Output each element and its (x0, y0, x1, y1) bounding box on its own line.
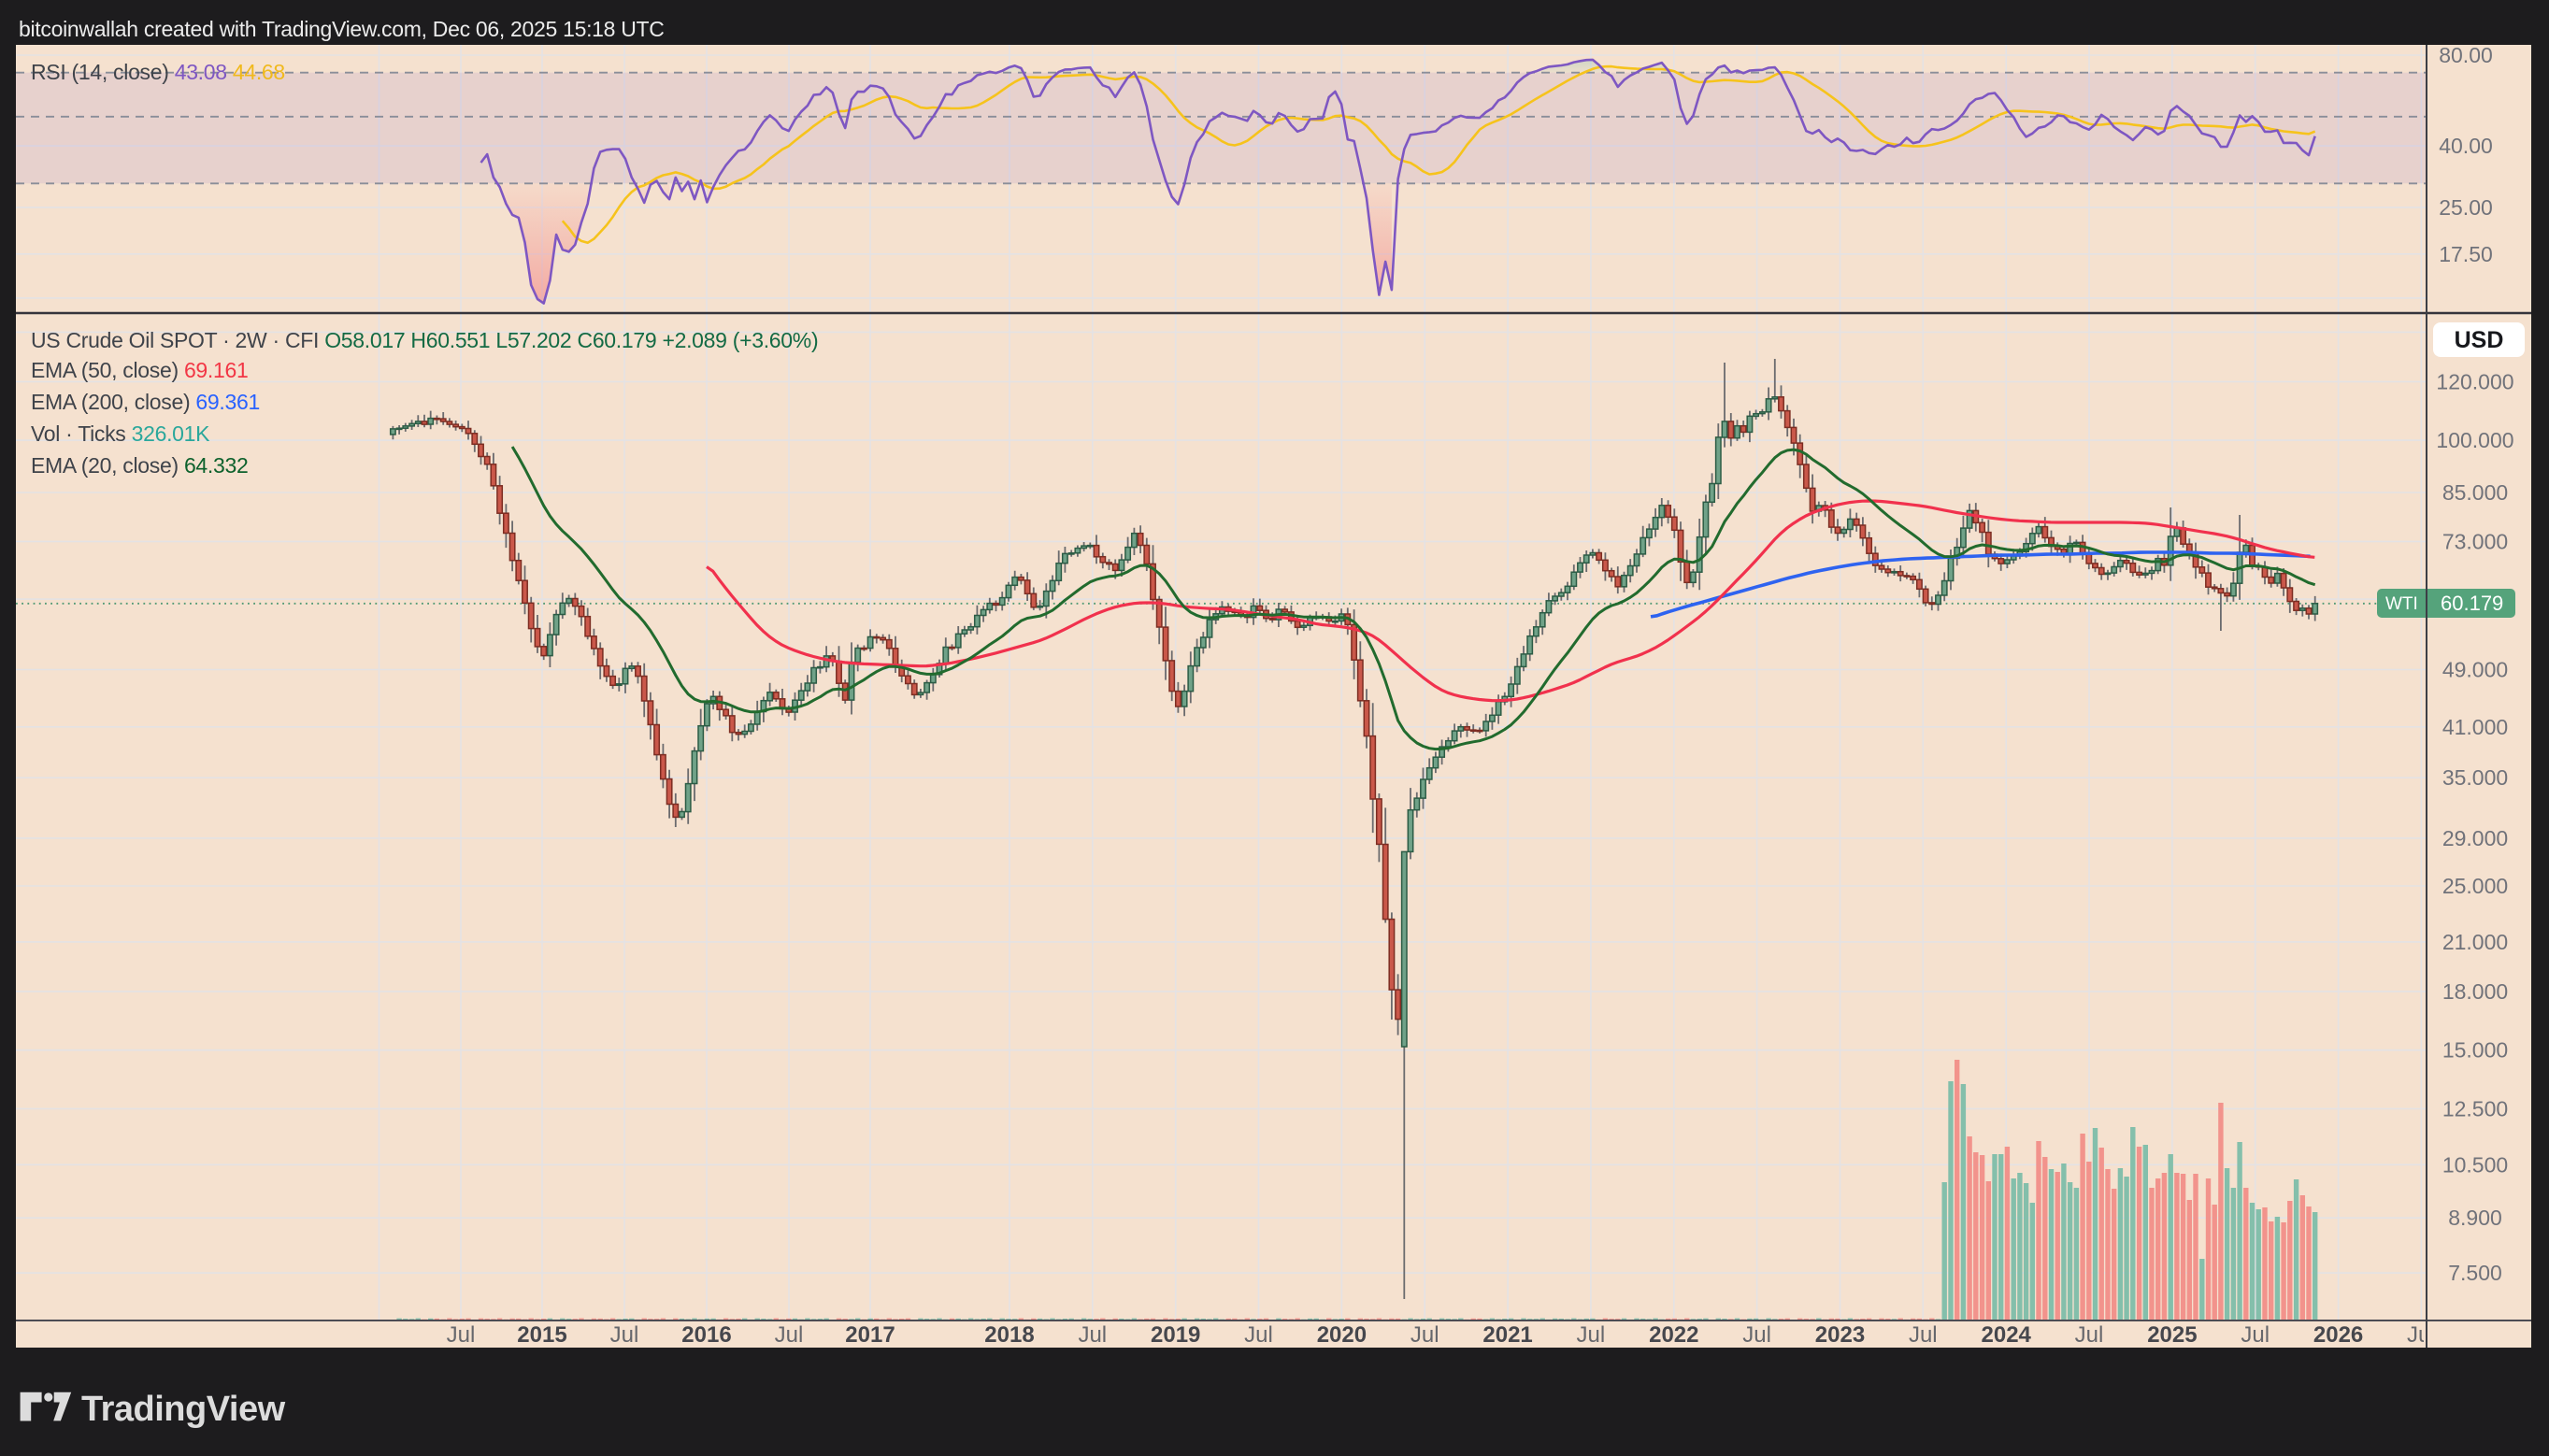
svg-text:2024: 2024 (1982, 1322, 2032, 1348)
svg-text:21.000: 21.000 (2442, 930, 2508, 954)
svg-text:2015: 2015 (517, 1322, 566, 1348)
svg-text:Jul: Jul (2407, 1322, 2436, 1348)
svg-text:35.000: 35.000 (2442, 765, 2508, 790)
svg-text:25.00: 25.00 (2439, 195, 2493, 220)
svg-text:80.00: 80.00 (2439, 43, 2493, 67)
svg-text:2020: 2020 (1317, 1322, 1367, 1348)
svg-text:EMA (200, close) 69.361: EMA (200, close) 69.361 (31, 390, 260, 414)
svg-text:TradingView: TradingView (81, 1390, 286, 1429)
svg-text:7.500: 7.500 (2448, 1261, 2502, 1285)
svg-text:85.000: 85.000 (2442, 480, 2508, 505)
svg-text:25.000: 25.000 (2442, 874, 2508, 898)
svg-text:2017: 2017 (845, 1322, 895, 1348)
svg-text:USD: USD (2455, 327, 2504, 353)
svg-text:49.000: 49.000 (2442, 658, 2508, 682)
svg-text:Jul: Jul (1078, 1322, 1107, 1348)
svg-text:EMA (50, close) 69.161: EMA (50, close) 69.161 (31, 358, 249, 382)
svg-text:bitcoinwallah created with Tra: bitcoinwallah created with TradingView.c… (19, 17, 665, 41)
svg-text:Jul: Jul (1577, 1322, 1606, 1348)
svg-text:2023: 2023 (1815, 1322, 1865, 1348)
svg-text:2026: 2026 (2313, 1322, 2363, 1348)
svg-text:Jul: Jul (775, 1322, 804, 1348)
svg-text:15.000: 15.000 (2442, 1038, 2508, 1063)
svg-text:RSI (14, close) 43.08 44.68: RSI (14, close) 43.08 44.68 (31, 60, 285, 84)
svg-text:2022: 2022 (1649, 1322, 1698, 1348)
svg-text:40.00: 40.00 (2439, 134, 2493, 158)
svg-text:8.900: 8.900 (2448, 1206, 2502, 1230)
svg-text:Jul: Jul (610, 1322, 639, 1348)
svg-text:Vol · Ticks 326.01K: Vol · Ticks 326.01K (31, 421, 210, 446)
svg-text:12.500: 12.500 (2442, 1096, 2508, 1121)
svg-text:2019: 2019 (1151, 1322, 1200, 1348)
svg-text:Jul: Jul (1411, 1322, 1439, 1348)
svg-text:18.000: 18.000 (2442, 979, 2508, 1004)
svg-text:73.000: 73.000 (2442, 529, 2508, 553)
svg-text:Jul: Jul (447, 1322, 476, 1348)
svg-text:120.000: 120.000 (2436, 369, 2513, 393)
svg-text:17.50: 17.50 (2439, 242, 2493, 266)
svg-text:2025: 2025 (2147, 1322, 2197, 1348)
svg-text:EMA (20, close) 64.332: EMA (20, close) 64.332 (31, 453, 249, 478)
svg-text:29.000: 29.000 (2442, 826, 2508, 850)
svg-text:2018: 2018 (984, 1322, 1034, 1348)
svg-text:Jul: Jul (1244, 1322, 1273, 1348)
svg-text:60.179: 60.179 (2441, 592, 2503, 615)
svg-text:WTI: WTI (2385, 594, 2418, 614)
svg-text:Jul: Jul (2075, 1322, 2104, 1348)
svg-text:10.500: 10.500 (2442, 1152, 2508, 1177)
svg-text:Jul: Jul (1909, 1322, 1938, 1348)
svg-text:100.000: 100.000 (2436, 428, 2513, 452)
svg-text:41.000: 41.000 (2442, 715, 2508, 739)
svg-text:US Crude Oil SPOT · 2W · CFI: US Crude Oil SPOT · 2W · CFI O58.017 H60… (31, 328, 818, 352)
svg-text:Jul: Jul (1742, 1322, 1771, 1348)
svg-text:2021: 2021 (1482, 1322, 1532, 1348)
svg-text:Jul: Jul (2241, 1322, 2270, 1348)
svg-text:2016: 2016 (681, 1322, 731, 1348)
